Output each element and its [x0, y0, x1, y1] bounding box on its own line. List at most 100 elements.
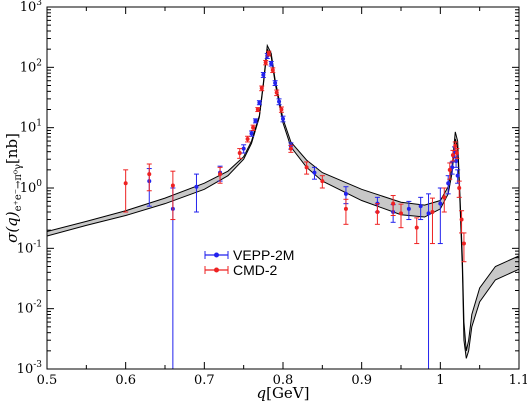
legend-vepp-marker: [214, 252, 219, 258]
point-vepp-2m-4: [241, 144, 247, 154]
point-cmd-2-22: [429, 197, 435, 245]
data-marker: [461, 241, 466, 246]
y-axis-label-main: σ(q): [3, 211, 21, 243]
point-vepp-2m-22: [437, 187, 443, 245]
svg-text:σ(q)e⁺e⁻→π⁰γ[nb]: σ(q)e⁺e⁻→π⁰γ[nb]: [3, 133, 24, 243]
data-marker: [266, 51, 271, 56]
data-marker: [450, 153, 455, 158]
point-vepp-2m-7: [256, 100, 262, 106]
point-cmd-2-16: [319, 175, 325, 189]
point-vepp-2m-11: [272, 80, 278, 86]
point-cmd-2-8: [259, 85, 265, 92]
data-marker: [446, 181, 451, 186]
band-lower-line: [47, 47, 519, 359]
x-tick-label: 0.6: [115, 373, 136, 388]
data-marker: [438, 201, 443, 206]
data-marker: [459, 217, 464, 222]
point-cmd-2-5: [245, 135, 251, 143]
data-marker: [430, 210, 435, 215]
point-vepp-2m-13: [280, 115, 286, 123]
point-vepp-2m-8: [260, 72, 266, 78]
point-cmd-2-12: [274, 89, 280, 97]
legend-cmd-marker: [214, 267, 219, 273]
band-layer: [47, 43, 519, 359]
point-cmd-2-20: [398, 203, 404, 229]
point-cmd-2-11: [270, 67, 276, 74]
svg-text:q[GeV]: q[GeV]: [256, 384, 309, 402]
x-tick-label: 0.8: [273, 373, 294, 388]
data-marker: [194, 184, 199, 189]
legend: VEPP-2M CMD-2: [204, 247, 294, 278]
x-axis-label: q[GeV]: [256, 384, 309, 402]
point-cmd-2-30: [461, 232, 467, 263]
point-cmd-2-10: [266, 50, 272, 57]
point-cmd-2-27: [454, 148, 460, 159]
data-marker: [288, 146, 293, 151]
y-axis-label: σ(q)e⁺e⁻→π⁰γ[nb]: [3, 133, 24, 243]
data-marker: [245, 136, 250, 141]
x-tick-label: 0.7: [194, 373, 215, 388]
data-marker: [454, 151, 459, 156]
point-vepp-2m-12: [276, 98, 282, 106]
data-marker: [249, 131, 254, 136]
point-cmd-2-24: [447, 162, 453, 180]
data-marker: [442, 195, 447, 200]
data-marker: [418, 204, 423, 209]
data-marker: [257, 100, 262, 105]
point-cmd-2-1: [146, 163, 152, 192]
data-marker: [453, 143, 458, 148]
data-marker: [343, 206, 348, 211]
point-cmd-2-13: [278, 106, 284, 113]
point-vepp-2m-15: [311, 166, 317, 180]
y-axis-label-unit: [nb]: [3, 133, 21, 164]
legend-item-vepp: VEPP-2M: [204, 247, 294, 263]
point-vepp-2m-19: [406, 200, 412, 221]
point-cmd-2-23: [441, 187, 447, 213]
data-marker: [263, 60, 268, 65]
data-marker: [450, 165, 455, 170]
y-tick-label: 10-2: [17, 300, 42, 317]
y-tick-label: 100: [20, 179, 43, 196]
data-marker: [457, 186, 462, 190]
plot-area-clip-group: [47, 43, 519, 369]
point-cmd-2-17: [343, 198, 349, 225]
data-marker: [259, 86, 264, 91]
data-marker: [237, 151, 242, 156]
point-vepp-2m-2: [193, 173, 199, 213]
point-vepp-2m-26: [453, 155, 459, 168]
x-tick-label: 1.1: [509, 373, 527, 388]
point-cmd-2-14: [288, 144, 294, 153]
data-marker: [375, 210, 380, 215]
band-fill: [47, 45, 519, 359]
data-marker: [281, 116, 285, 121]
x-tick-label: 0.5: [37, 373, 58, 388]
point-cmd-2-28: [456, 180, 462, 198]
data-marker: [147, 172, 152, 177]
point-cmd-2-15: [304, 161, 310, 175]
data-marker: [455, 173, 460, 178]
data-marker: [320, 179, 325, 184]
x-tick-label: 1: [436, 373, 444, 388]
data-marker: [123, 181, 128, 186]
y-tick-label: 103: [20, 0, 43, 15]
point-vepp-2m-24: [449, 161, 455, 175]
data-marker: [277, 99, 282, 104]
point-cmd-2-2: [170, 170, 176, 221]
data-marker: [253, 118, 258, 123]
points-layer: [123, 50, 467, 369]
point-cmd-2-4: [237, 148, 243, 159]
data-marker: [399, 211, 403, 216]
data-marker: [414, 225, 419, 230]
data-marker: [241, 146, 246, 151]
data-marker: [426, 211, 431, 216]
point-cmd-2-7: [255, 107, 261, 113]
data-marker: [447, 167, 452, 172]
y-tick-label: 10-3: [17, 360, 43, 377]
data-marker: [406, 206, 411, 211]
legend-vepp-label: VEPP-2M: [233, 247, 294, 263]
data-marker: [304, 165, 309, 170]
point-cmd-2-19: [390, 195, 396, 217]
y-tick-label: 101: [20, 119, 42, 136]
point-vepp-2m-6: [252, 118, 258, 124]
